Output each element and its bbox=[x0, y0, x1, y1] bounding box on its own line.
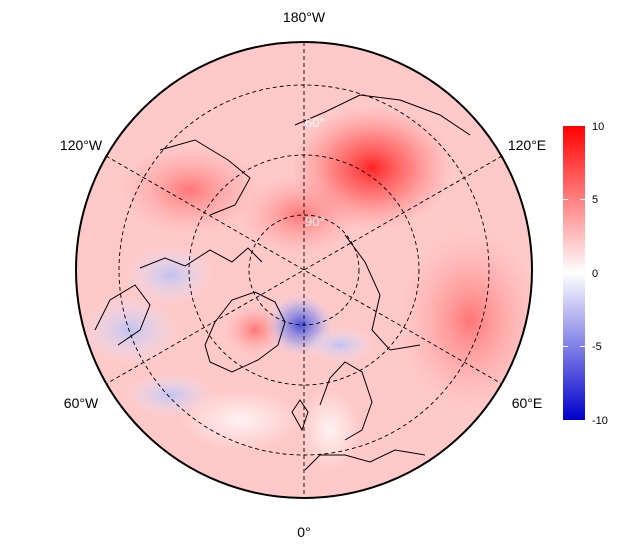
lon-label-upper-left: 120°W bbox=[60, 137, 103, 153]
alaska-coast bbox=[159, 139, 251, 216]
uk-coast bbox=[291, 399, 309, 432]
cool-anomaly-canada bbox=[125, 245, 215, 305]
colorbar-tick-label: -10 bbox=[592, 415, 608, 427]
scandinavia-coast bbox=[319, 361, 373, 441]
pale-zone-atlantic bbox=[180, 390, 300, 450]
hudson-bay-coast bbox=[94, 284, 151, 346]
colorbar-ticks bbox=[563, 199, 585, 347]
cool-anomaly-labrador bbox=[80, 295, 180, 365]
meridian-60 bbox=[105, 155, 503, 385]
anomaly-field bbox=[76, 42, 532, 498]
colorbar-tick-label: 5 bbox=[592, 194, 598, 206]
lon-label-bottom: 0° bbox=[297, 524, 310, 540]
map-boundary bbox=[75, 41, 533, 499]
graticule bbox=[105, 42, 503, 498]
lon-label-upper-right: 120°E bbox=[508, 137, 546, 153]
colorbar-tick-label: 10 bbox=[592, 121, 604, 133]
siberia-coast bbox=[294, 94, 471, 136]
meridian-120 bbox=[105, 155, 503, 385]
lon-label-top: 180°W bbox=[283, 9, 326, 25]
latitude-label-60: 60° bbox=[305, 115, 325, 130]
warm-anomaly-alaska bbox=[120, 145, 260, 235]
colorbar: 10 5 0 -5 -10 bbox=[563, 121, 608, 427]
canada-arctic-coast bbox=[139, 247, 263, 269]
greenland-coast bbox=[204, 291, 286, 373]
warm-anomaly-west-russia bbox=[400, 230, 532, 410]
colorbar-tick-label: -5 bbox=[592, 341, 602, 353]
pale-zone-europe bbox=[300, 390, 360, 470]
colorbar-tick-label: 0 bbox=[592, 268, 598, 280]
coastlines bbox=[94, 94, 471, 471]
europe-coast bbox=[304, 449, 426, 471]
colorbar-ramp bbox=[563, 126, 585, 420]
lon-label-lower-right: 60°E bbox=[512, 395, 543, 411]
cold-anomaly-iceland bbox=[305, 327, 375, 363]
lon-label-lower-left: 60°W bbox=[64, 395, 99, 411]
russia-coast bbox=[344, 234, 421, 351]
latitude-label-90: 90° bbox=[305, 214, 325, 229]
